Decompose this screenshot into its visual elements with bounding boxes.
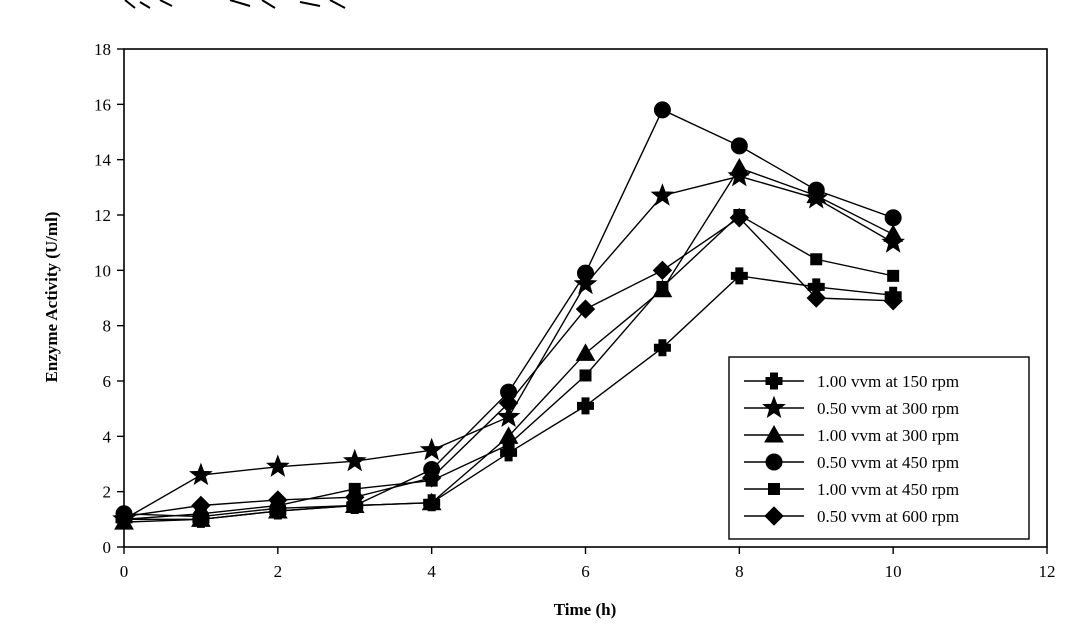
y-axis: 0 2 4 6 8 10 12 14 16 18	[94, 40, 124, 557]
data-point-circle	[577, 264, 594, 282]
data-point-diamond	[421, 468, 442, 488]
legend-item: 0.50 vvm at 300 rpm	[744, 395, 959, 419]
legend-label: 0.50 vvm at 600 rpm	[817, 507, 959, 526]
legend-label: 0.50 vvm at 450 rpm	[817, 453, 959, 472]
data-point-square	[502, 438, 515, 451]
x-tick-label: 4	[427, 562, 436, 581]
data-point-circle	[884, 209, 902, 227]
data-point-circle	[807, 181, 825, 199]
x-tick-label: 0	[120, 562, 129, 581]
y-tick-label: 6	[103, 372, 112, 391]
y-tick-label: 8	[103, 317, 112, 336]
legend-marker-square	[768, 483, 780, 495]
series-layer	[112, 101, 905, 530]
data-point-diamond	[114, 506, 134, 527]
legend-label: 1.00 vvm at 150 rpm	[817, 372, 959, 391]
cropped-caption-fragment	[124, 0, 346, 9]
legend-marker-diamond	[764, 506, 784, 526]
data-point-triangle	[575, 343, 596, 361]
data-point-diamond	[498, 393, 519, 413]
data-point-diamond	[268, 490, 288, 510]
data-point-diamond	[191, 495, 211, 516]
data-point-star	[650, 183, 675, 206]
data-point-diamond	[652, 260, 673, 281]
data-point-diamond	[575, 299, 596, 319]
y-axis-title: Enzyme Activity (U/ml)	[42, 212, 61, 383]
legend-marker-triangle	[764, 424, 784, 443]
legend-marker-cross	[765, 372, 783, 390]
y-tick-label: 16	[94, 95, 111, 114]
legend-label: 0.50 vvm at 300 rpm	[817, 399, 959, 418]
series-diamond	[114, 208, 903, 527]
data-point-square	[656, 280, 669, 293]
legend-marker-circle	[765, 453, 783, 471]
data-point-circle	[730, 137, 748, 155]
data-point-diamond	[806, 288, 826, 308]
x-tick-label: 6	[581, 562, 590, 581]
legend-marker-star	[762, 395, 786, 419]
y-tick-label: 0	[103, 538, 112, 557]
legend-item: 0.50 vvm at 600 rpm	[744, 506, 959, 526]
legend-label: 1.00 vvm at 300 rpm	[817, 426, 959, 445]
data-point-cross	[653, 339, 671, 357]
x-tick-label: 10	[885, 562, 902, 581]
legend-box	[728, 356, 1030, 540]
data-point-star	[496, 404, 521, 428]
y-tick-label: 18	[94, 40, 111, 59]
x-tick-label: 8	[735, 562, 744, 581]
data-point-star	[266, 454, 290, 477]
data-point-triangle	[421, 492, 442, 511]
data-point-square	[887, 269, 900, 282]
y-tick-label: 10	[94, 261, 111, 280]
data-point-circle	[653, 101, 671, 119]
legend-item: 1.00 vvm at 450 rpm	[744, 480, 959, 499]
data-point-triangle	[883, 224, 904, 242]
x-tick-label: 2	[274, 562, 283, 581]
data-point-star	[342, 448, 367, 472]
data-point-cross	[730, 267, 748, 285]
y-tick-label: 12	[94, 206, 111, 225]
x-axis-title: Time (h)	[554, 600, 617, 619]
data-point-diamond	[729, 208, 750, 228]
data-point-star	[419, 437, 444, 461]
data-point-star	[573, 271, 598, 295]
legend-item: 1.00 vvm at 300 rpm	[744, 424, 959, 445]
data-point-triangle	[729, 157, 750, 176]
legend-label: 1.00 vvm at 450 rpm	[817, 480, 959, 499]
legend: 1.00 vvm at 150 rpm 0.50 vvm at 300 rpm 1.…	[728, 356, 1030, 540]
data-point-square	[579, 369, 592, 382]
data-point-diamond	[345, 487, 365, 507]
data-point-square	[810, 253, 823, 266]
x-tick-label: 12	[1039, 562, 1056, 581]
data-point-star	[189, 462, 213, 486]
data-point-cross	[577, 397, 594, 415]
data-point-diamond	[883, 291, 903, 311]
y-tick-label: 4	[103, 427, 112, 446]
legend-item: 1.00 vvm at 150 rpm	[744, 372, 959, 391]
y-tick-label: 14	[94, 151, 112, 170]
x-axis: 0 2 4 6 8 10 12	[120, 547, 1056, 581]
y-tick-label: 2	[103, 483, 112, 502]
legend-item: 0.50 vvm at 450 rpm	[744, 453, 959, 472]
